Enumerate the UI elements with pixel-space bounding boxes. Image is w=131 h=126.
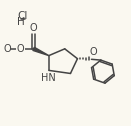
Text: O: O	[3, 44, 11, 54]
Text: O: O	[16, 44, 24, 54]
Text: O: O	[30, 23, 37, 33]
Text: H: H	[17, 17, 25, 27]
Text: HN: HN	[41, 73, 56, 83]
Text: O: O	[90, 48, 98, 57]
Polygon shape	[33, 47, 49, 56]
Text: Cl: Cl	[17, 11, 27, 21]
